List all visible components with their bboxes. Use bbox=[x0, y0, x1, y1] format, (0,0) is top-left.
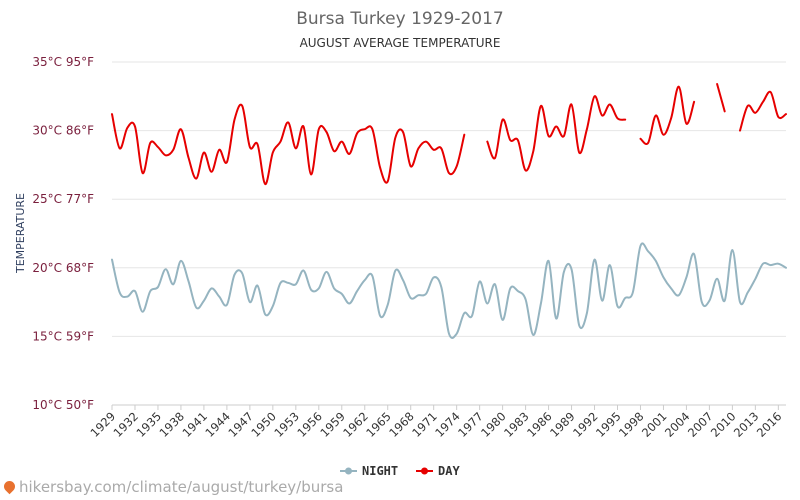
x-tick-label: 1995 bbox=[593, 409, 624, 440]
x-tick-label: 1965 bbox=[363, 409, 394, 440]
legend: NIGHT DAY bbox=[340, 464, 460, 478]
x-tick-label: 1929 bbox=[88, 409, 119, 440]
legend-day-label: DAY bbox=[438, 464, 460, 478]
series-line-night bbox=[111, 242, 787, 339]
chart-subtitle: AUGUST AVERAGE TEMPERATURE bbox=[300, 36, 501, 50]
x-tick-label: 1947 bbox=[225, 409, 256, 440]
x-tick-label: 2010 bbox=[708, 409, 739, 440]
x-tick-label: 2016 bbox=[754, 409, 785, 440]
y-tick-label: 10°C 50°F bbox=[32, 398, 94, 412]
x-tick-label: 1977 bbox=[455, 409, 486, 440]
series-line-day bbox=[716, 83, 726, 113]
y-tick-label: 25°C 77°F bbox=[32, 192, 94, 206]
y-tick-label: 15°C 59°F bbox=[32, 329, 94, 343]
legend-day-marker bbox=[421, 467, 428, 475]
x-tick-label: 1935 bbox=[133, 409, 164, 440]
legend-item-day[interactable]: DAY bbox=[416, 464, 460, 478]
x-tick-label: 1980 bbox=[478, 409, 509, 440]
x-tick-label: 1986 bbox=[524, 409, 555, 440]
x-tick-label: 1941 bbox=[179, 409, 210, 440]
x-tick-label: 1974 bbox=[432, 409, 463, 440]
x-axis: 1929193219351938194119441947195019531956… bbox=[88, 404, 786, 440]
source-link[interactable]: hikersbay.com/climate/august/turkey/burs… bbox=[1, 478, 344, 496]
x-tick-label: 2013 bbox=[731, 409, 762, 440]
y-tick-label: 20°C 68°F bbox=[32, 261, 94, 275]
y-axis-ticks: 35°C 95°F 30°C 86°F 25°C 77°F 20°C 68°F 15°C… bbox=[32, 55, 94, 412]
series-line-day bbox=[739, 90, 787, 132]
x-tick-label: 1983 bbox=[501, 409, 532, 440]
x-tick-label: 1953 bbox=[271, 409, 302, 440]
x-tick-label: 1971 bbox=[409, 409, 440, 440]
x-tick-label: 1932 bbox=[110, 409, 141, 440]
series-line-day bbox=[111, 103, 466, 186]
x-tick-label: 1962 bbox=[340, 409, 371, 440]
x-tick-label: 1950 bbox=[248, 409, 279, 440]
y-tick-label: 35°C 95°F bbox=[32, 55, 94, 69]
source-text: hikersbay.com/climate/august/turkey/burs… bbox=[19, 478, 344, 496]
chart-title: Bursa Turkey 1929-2017 bbox=[296, 9, 504, 29]
series-line-day bbox=[486, 95, 627, 172]
x-tick-label: 1968 bbox=[386, 409, 417, 440]
x-tick-label: 1992 bbox=[570, 409, 601, 440]
legend-item-night[interactable]: NIGHT bbox=[340, 464, 398, 478]
x-tick-label: 2001 bbox=[639, 409, 670, 440]
location-pin-icon bbox=[1, 478, 18, 495]
series-lines bbox=[111, 83, 787, 339]
x-tick-label: 1944 bbox=[202, 409, 233, 440]
x-tick-label: 1938 bbox=[156, 409, 187, 440]
x-tick-label: 1989 bbox=[547, 409, 578, 440]
x-tick-label: 2004 bbox=[662, 409, 693, 440]
x-tick-label: 1998 bbox=[616, 409, 647, 440]
y-tick-label: 30°C 86°F bbox=[32, 124, 94, 138]
x-tick-label: 2007 bbox=[685, 409, 716, 440]
x-tick-label: 1959 bbox=[317, 409, 348, 440]
series-line-day bbox=[639, 85, 696, 145]
legend-night-marker bbox=[345, 467, 352, 475]
legend-night-label: NIGHT bbox=[362, 464, 398, 478]
x-tick-label: 1956 bbox=[294, 409, 325, 440]
y-axis-label: TEMPERATURE bbox=[14, 193, 27, 274]
